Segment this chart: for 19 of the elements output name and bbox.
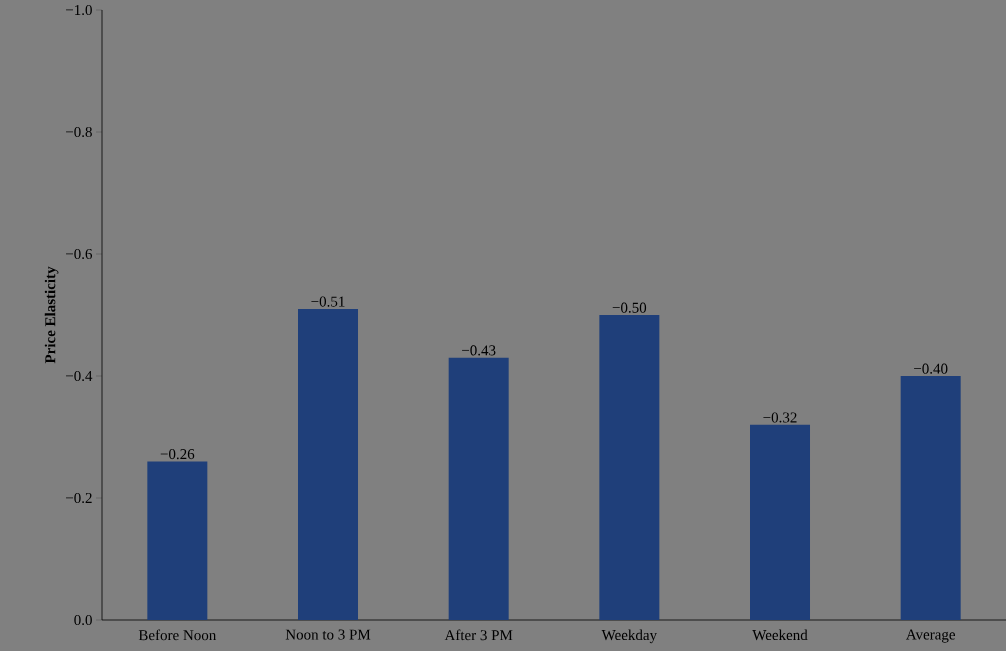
x-tick-label: After 3 PM — [444, 629, 513, 641]
data-label: −0.26 — [160, 449, 195, 460]
x-tick-label: Weekday — [601, 629, 657, 644]
data-label: −0.43 — [462, 345, 496, 356]
data-label: −0.40 — [914, 363, 948, 374]
y-tick-label: −1.0 — [66, 4, 92, 16]
x-tick-label: Average — [905, 629, 956, 643]
y-axis-title: Price Elasticity — [44, 266, 59, 364]
y-tick-label: −0.2 — [66, 492, 92, 504]
x-tick-label: Before Noon — [138, 629, 217, 641]
y-tick-label: −0.4 — [66, 370, 93, 382]
y-tick-label: −0.6 — [66, 248, 93, 260]
data-label: −0.51 — [311, 296, 345, 307]
x-tick-label: Weekend — [752, 629, 808, 641]
data-label: −0.32 — [763, 412, 797, 423]
data-label: −0.50 — [612, 302, 647, 313]
y-tick-label: 0.0 — [74, 614, 92, 626]
x-tick-label: Noon to 3 PM — [285, 629, 371, 640]
y-tick-label: −0.8 — [66, 126, 92, 138]
